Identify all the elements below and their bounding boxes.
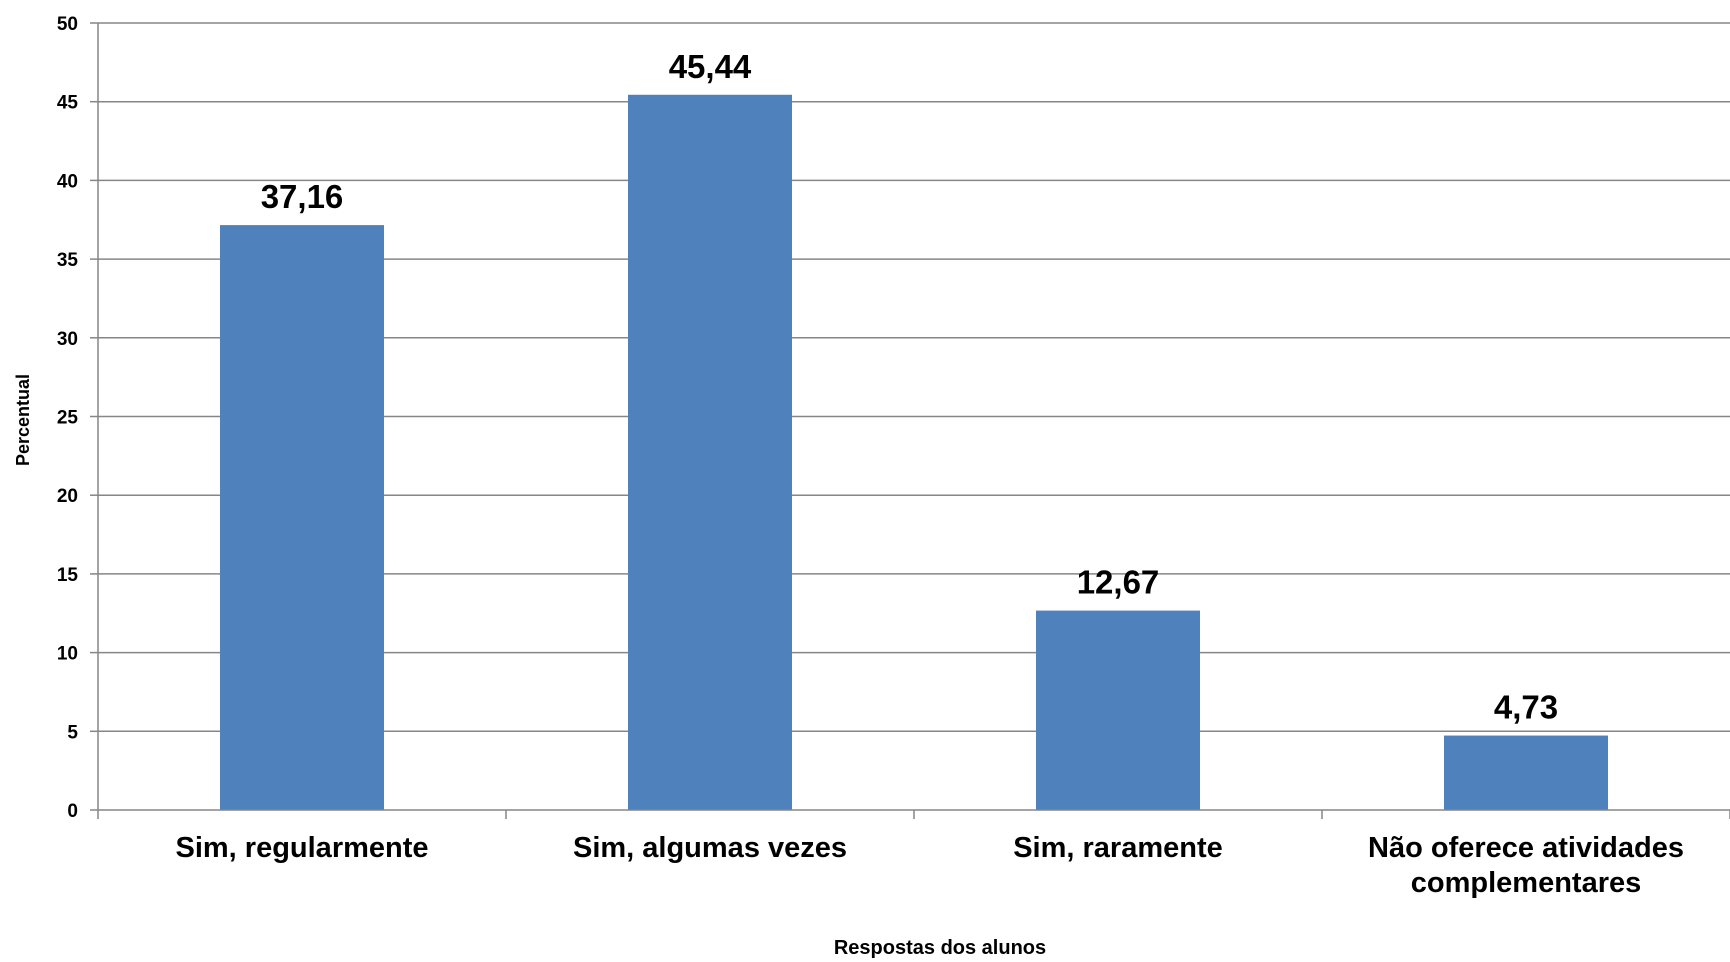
y-tick-label: 0 [67,801,78,822]
y-tick-label: 25 [57,408,79,429]
axes [90,22,1730,819]
y-tick-labels: 0 5 10 15 20 25 30 35 40 45 50 [57,14,79,822]
y-tick-label: 30 [57,329,78,350]
bars [220,94,1608,811]
x-tick-label-line: Sim, raramente [1013,832,1223,864]
y-tick-label: 45 [57,93,79,114]
y-tick-label: 10 [57,644,78,665]
x-tick-label-line: Sim, regularmente [175,832,428,864]
x-tick-label: Sim, raramente [1013,832,1223,864]
y-tick-label: 40 [57,171,78,192]
x-tick-label-line: complementares [1411,867,1642,899]
x-axis-title: Respostas dos alunos [834,937,1046,959]
y-tick-label: 35 [57,250,79,271]
y-axis-title: Percentual [13,374,33,466]
data-labels: 37,16 45,44 12,67 4,73 [261,48,1558,726]
bar [1036,610,1200,810]
bar [628,94,792,810]
x-tick-label: Não oferece atividades complementares [1368,832,1684,899]
x-tick-label-line: Não oferece atividades [1368,832,1684,864]
x-tick-labels: Sim, regularmente Sim, algumas vezes Sim, … [175,832,1683,899]
data-label: 4,73 [1494,689,1558,726]
data-label: 12,67 [1077,564,1160,601]
y-tick-label: 5 [67,722,78,743]
x-tick-label: Sim, algumas vezes [573,832,847,864]
data-label: 37,16 [261,178,344,215]
x-tick-label: Sim, regularmente [175,832,428,864]
y-tick-label: 15 [57,565,79,586]
x-tick-label-line: Sim, algumas vezes [573,832,847,864]
y-tick-label: 20 [57,486,78,507]
data-label: 45,44 [669,48,752,85]
bar [220,225,384,811]
bar [1444,735,1608,810]
y-tick-label: 50 [57,14,78,35]
